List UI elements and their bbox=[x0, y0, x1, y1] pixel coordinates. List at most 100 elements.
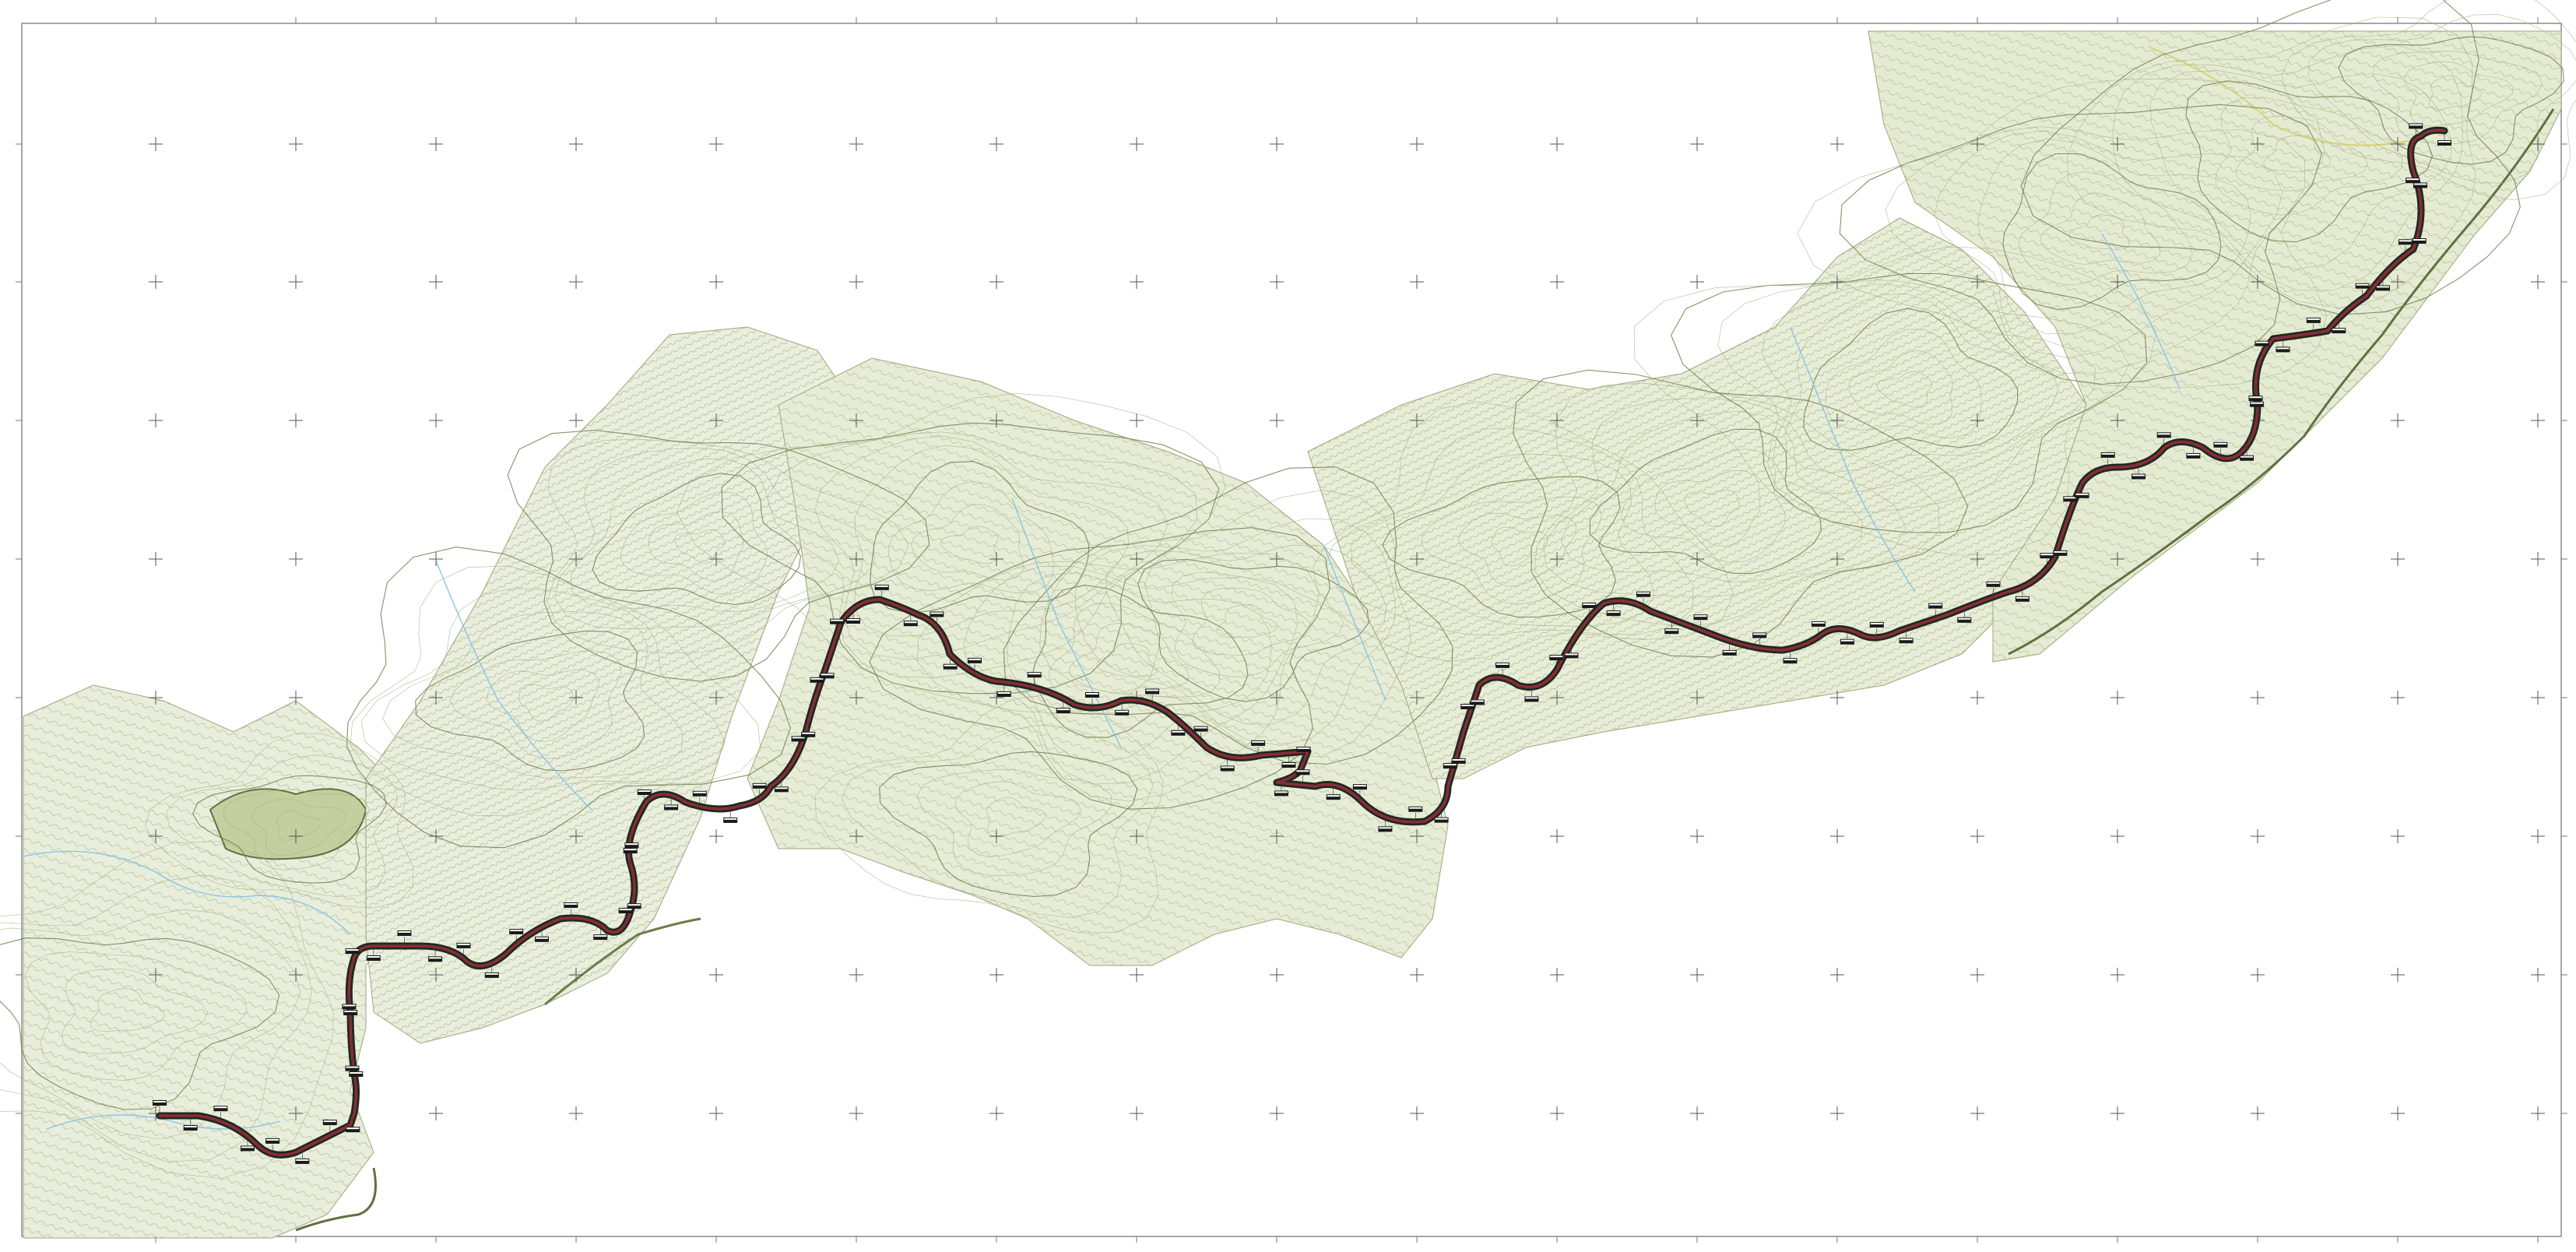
station-marker bbox=[1434, 807, 1449, 823]
station-marker bbox=[1470, 690, 1485, 705]
station-markers bbox=[153, 123, 2451, 1164]
grid-cross bbox=[849, 691, 863, 705]
grid-cross bbox=[2251, 691, 2265, 705]
contour-line bbox=[1069, 622, 1190, 693]
contour-line bbox=[814, 435, 1169, 660]
station-marker bbox=[1326, 785, 1341, 800]
grid-cross bbox=[289, 968, 303, 982]
grid-cross bbox=[289, 275, 303, 289]
grid-cross bbox=[1410, 275, 1424, 289]
grid-cross bbox=[1550, 968, 1564, 982]
grid-cross bbox=[1690, 829, 1704, 843]
station-marker bbox=[618, 908, 633, 924]
contour-line bbox=[346, 547, 791, 849]
contour-line bbox=[1784, 294, 2059, 473]
station-marker bbox=[830, 618, 845, 635]
grid-cross bbox=[429, 275, 443, 289]
grid-cross bbox=[149, 691, 163, 705]
contour-line bbox=[90, 988, 165, 1032]
grid-cross bbox=[1270, 275, 1284, 289]
contour-line bbox=[1192, 587, 1311, 656]
station-marker bbox=[1840, 629, 1854, 645]
grid-cross bbox=[569, 1106, 583, 1120]
grid-cross bbox=[2391, 829, 2405, 843]
station-marker bbox=[623, 848, 638, 864]
station-marker bbox=[2040, 553, 2054, 569]
grid-cross bbox=[2391, 968, 2405, 982]
station-marker bbox=[1027, 672, 1042, 688]
station-marker bbox=[1582, 603, 1597, 618]
grid-cross bbox=[1130, 137, 1144, 151]
grid-cross bbox=[1970, 413, 1984, 427]
station-marker bbox=[2355, 283, 2370, 299]
station-marker bbox=[1295, 769, 1310, 786]
grid-cross bbox=[1270, 552, 1284, 566]
grid-cross bbox=[1830, 275, 1844, 289]
contour-line bbox=[2112, 45, 2463, 291]
grid-cross bbox=[2531, 1106, 2545, 1120]
contour-line bbox=[2404, 61, 2514, 127]
grid-cross bbox=[2391, 413, 2405, 427]
stream bbox=[1790, 326, 1916, 593]
stream bbox=[2101, 233, 2181, 390]
contour-line bbox=[1654, 470, 1761, 547]
grid-cross bbox=[2531, 413, 2545, 427]
contour-line bbox=[1216, 603, 1277, 638]
grid-cross bbox=[849, 552, 863, 566]
station-marker bbox=[2100, 452, 2115, 468]
station-marker bbox=[2063, 496, 2078, 512]
grid-cross bbox=[989, 691, 1003, 705]
escarpment-central-south bbox=[544, 917, 701, 1006]
contour-line bbox=[2372, 51, 2543, 145]
station-marker bbox=[943, 654, 958, 670]
station-marker bbox=[1957, 607, 1972, 623]
contour-line bbox=[2068, 214, 2130, 250]
contour-line bbox=[360, 588, 726, 791]
grid-cross bbox=[2531, 137, 2545, 151]
contour-line bbox=[487, 670, 599, 742]
contour-line bbox=[1797, 79, 2328, 388]
grid-cross bbox=[429, 413, 443, 427]
grid-cross bbox=[1830, 968, 1844, 982]
grid-cross bbox=[1830, 1106, 1844, 1120]
grid-cross bbox=[289, 1106, 303, 1120]
contour-line bbox=[2067, 16, 2476, 308]
contour-line bbox=[916, 768, 1112, 877]
terrain-layer bbox=[23, 30, 2562, 1239]
grid-cross bbox=[1550, 275, 1564, 289]
contour-line bbox=[1633, 246, 2157, 556]
grid-cross bbox=[1550, 1106, 1564, 1120]
station-marker bbox=[1085, 692, 1099, 708]
station-marker bbox=[1193, 726, 1208, 742]
grid-cross bbox=[149, 968, 163, 982]
contour-line bbox=[841, 724, 1154, 918]
grid-cross bbox=[2110, 1106, 2124, 1120]
grid-cross bbox=[1970, 137, 1984, 151]
grid-cross bbox=[2110, 275, 2124, 289]
grid-cross bbox=[1830, 691, 1844, 705]
grid-cross bbox=[1410, 413, 1424, 427]
grid-cross bbox=[429, 691, 443, 705]
grid-cross bbox=[1970, 1106, 1984, 1120]
station-marker bbox=[345, 1056, 360, 1071]
station-marker bbox=[1408, 806, 1423, 822]
grid-cross bbox=[1970, 829, 1984, 843]
grid-cross bbox=[149, 552, 163, 566]
contour-line bbox=[276, 810, 322, 841]
grid-cross bbox=[1270, 691, 1284, 705]
contour-line bbox=[1534, 382, 1940, 627]
grid-cross bbox=[2251, 137, 2265, 151]
contour-line bbox=[554, 447, 875, 630]
grid-cross bbox=[1550, 691, 1564, 705]
grid-cross bbox=[989, 552, 1003, 566]
grid-cross bbox=[1690, 275, 1704, 289]
escarpment-southwest bbox=[295, 1167, 377, 1232]
contour-line bbox=[1848, 350, 1953, 425]
station-marker bbox=[2053, 540, 2068, 556]
station-marker bbox=[1899, 628, 1914, 644]
station-marker bbox=[1281, 753, 1296, 768]
grid-cross bbox=[2110, 552, 2124, 566]
contour-line bbox=[2185, 80, 2434, 243]
grid-cross bbox=[1550, 413, 1564, 427]
station-marker bbox=[183, 1116, 198, 1131]
